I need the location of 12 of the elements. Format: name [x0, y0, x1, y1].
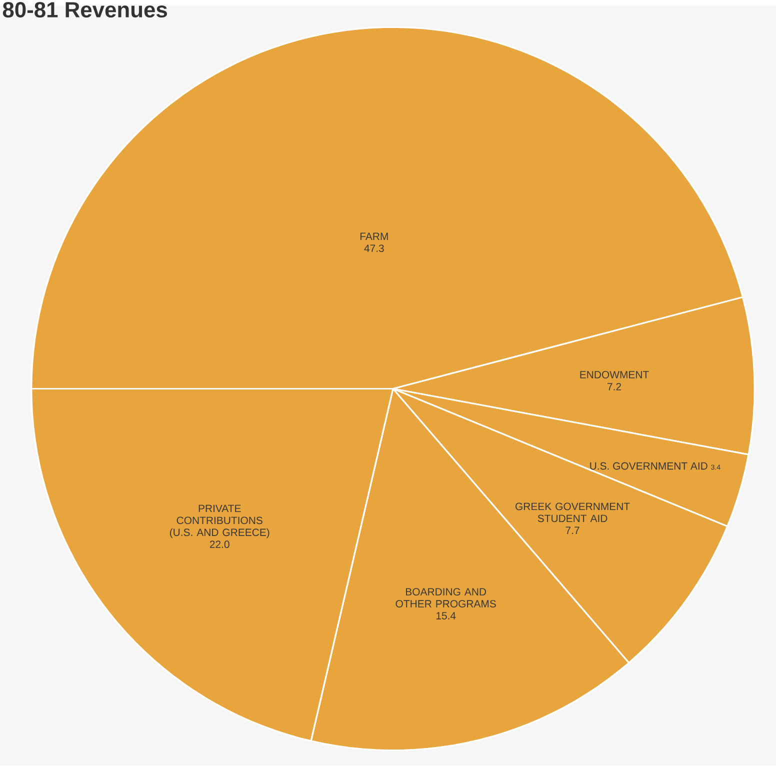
data-label: 15.4: [436, 612, 456, 620]
slice-label: FARM: [360, 232, 388, 240]
chart-title: 80-81 Revenues: [2, 2, 167, 18]
data-label: 47.3: [364, 244, 384, 252]
data-label: 7.7: [566, 526, 580, 534]
slice-label: U.S. GOVERNMENT AID: [590, 462, 708, 470]
slice-label: BOARDING AND OTHER PROGRAMS: [396, 588, 496, 608]
slice-label: ENDOWMENT: [580, 371, 649, 379]
data-label: 22.0: [210, 540, 230, 548]
slice-label: PRIVATE CONTRIBUTIONS (U.S. AND GREECE): [170, 504, 270, 538]
slice-label: GREEK GOVERNMENT STUDENT AID: [516, 502, 630, 522]
data-label: 7.2: [608, 383, 621, 390]
